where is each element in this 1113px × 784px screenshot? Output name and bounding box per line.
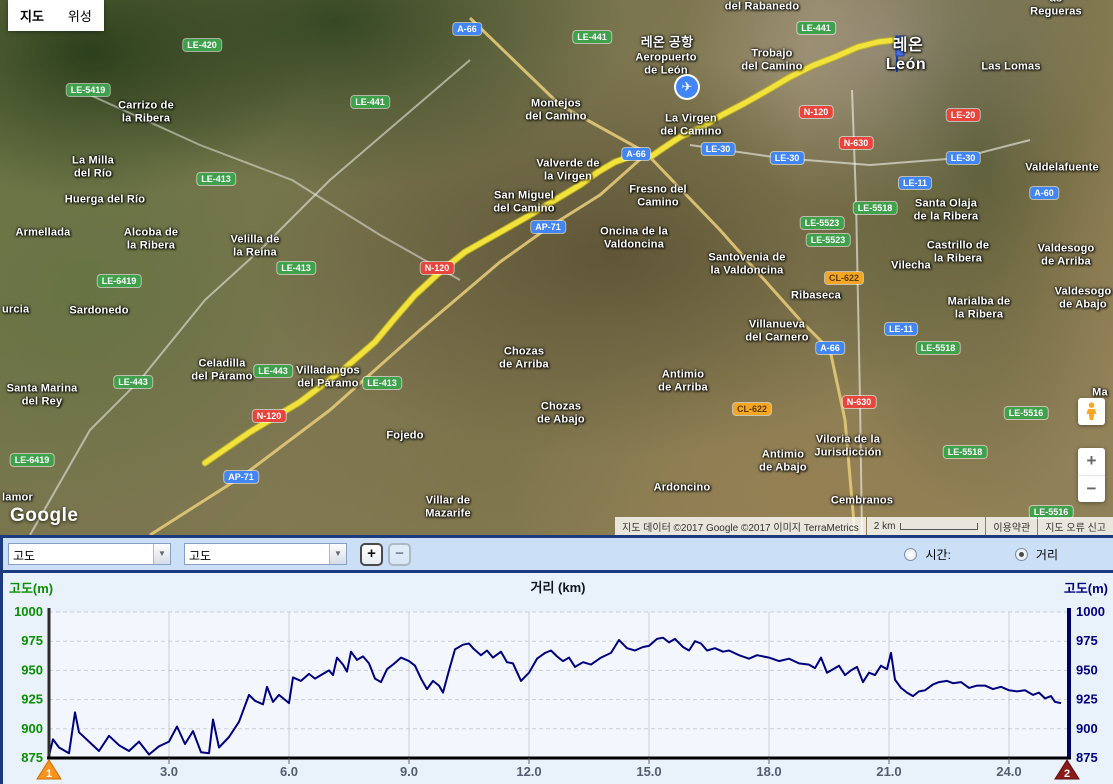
svg-text:15.0: 15.0 <box>636 764 661 779</box>
waypoint-marker-2: 2 <box>1054 759 1080 780</box>
svg-text:12.0: 12.0 <box>516 764 541 779</box>
series2-select-value: 고도 <box>189 549 212 563</box>
svg-text:21.0: 21.0 <box>876 764 901 779</box>
route-end-marker <box>895 35 905 72</box>
map-zoom-control: + − <box>1078 448 1105 502</box>
svg-text:875: 875 <box>1076 750 1098 765</box>
elevation-chart-panel: 고도(m) 거리 (km) 고도(m) 3.0 6.0 9.0 12.0 15.0 18.… <box>0 573 1113 784</box>
airport-icon[interactable]: ✈ <box>676 76 698 98</box>
zoom-in-button[interactable]: + <box>1078 448 1105 476</box>
map-scale-control: 2 km <box>866 517 986 535</box>
svg-text:3.0: 3.0 <box>160 764 178 779</box>
pegman-icon <box>1086 402 1097 420</box>
svg-text:18.0: 18.0 <box>756 764 781 779</box>
elevation-chart[interactable]: 3.0 6.0 9.0 12.0 15.0 18.0 21.0 24.0 875 875 900 90… <box>3 573 1113 784</box>
remove-series-button[interactable]: − <box>388 542 411 566</box>
map-overlay-svg <box>29 16 1031 535</box>
svg-text:900: 900 <box>21 721 43 736</box>
add-series-button[interactable]: + <box>360 542 383 566</box>
terms-link[interactable]: 이용약관 <box>986 517 1038 535</box>
map-type-satellite-button[interactable]: 위성 <box>67 9 92 24</box>
left-axis-title: 고도(m) <box>9 581 54 596</box>
svg-text:1000: 1000 <box>14 604 43 619</box>
svg-text:975: 975 <box>1076 633 1098 648</box>
svg-text:925: 925 <box>21 692 43 707</box>
series1-select-value: 고도 <box>13 549 36 563</box>
svg-text:875: 875 <box>21 750 43 765</box>
map-scale-label: 2 km <box>873 520 896 532</box>
radio-distance-label: 거리 <box>1035 547 1058 562</box>
svg-text:2: 2 <box>1064 768 1070 780</box>
map-attribution-bar: 지도 데이터 ©2017 Google ©2017 이미지 TerraMetri… <box>614 517 1113 535</box>
elevation-line <box>48 636 1062 756</box>
map-type-map-button[interactable]: 지도 <box>20 9 44 24</box>
series1-select[interactable]: 고도 ▼ <box>8 543 171 565</box>
chart-toolbar: 고도 ▼ 고도 ▼ + − 시간: 거리 <box>0 535 1113 573</box>
chevron-down-icon[interactable]: ▼ <box>153 544 170 564</box>
chevron-down-icon[interactable]: ▼ <box>329 544 346 564</box>
svg-text:975: 975 <box>21 633 43 648</box>
map-data-attribution: 지도 데이터 ©2017 Google ©2017 이미지 TerraMetri… <box>615 517 866 535</box>
svg-text:925: 925 <box>1076 692 1098 707</box>
svg-text:1: 1 <box>46 768 52 780</box>
x-axis-mode-group: 시간: 거리 <box>904 546 1113 563</box>
radio-distance[interactable] <box>1014 547 1028 561</box>
radio-time[interactable] <box>904 547 918 561</box>
svg-text:9.0: 9.0 <box>400 764 418 779</box>
chart-title: 거리 (km) <box>530 580 586 595</box>
waypoint-marker-1: 1 <box>36 759 62 780</box>
map-scale-bar <box>900 522 979 530</box>
right-axis-title: 고도(m) <box>1063 581 1108 596</box>
series2-select[interactable]: 고도 ▼ <box>184 543 347 565</box>
report-error-link[interactable]: 지도 오류 신고 <box>1038 517 1113 535</box>
radio-time-label: 시간: <box>925 547 951 562</box>
map-type-control: 지도 위성 <box>8 0 104 31</box>
svg-text:950: 950 <box>1076 662 1098 677</box>
pegman-button[interactable] <box>1078 398 1105 425</box>
svg-text:6.0: 6.0 <box>280 764 298 779</box>
zoom-out-button[interactable]: − <box>1086 478 1097 498</box>
svg-text:24.0: 24.0 <box>996 764 1021 779</box>
google-logo[interactable]: Google <box>10 505 79 526</box>
svg-text:1000: 1000 <box>1076 604 1105 619</box>
svg-text:900: 900 <box>1076 721 1098 736</box>
svg-text:950: 950 <box>21 662 43 677</box>
